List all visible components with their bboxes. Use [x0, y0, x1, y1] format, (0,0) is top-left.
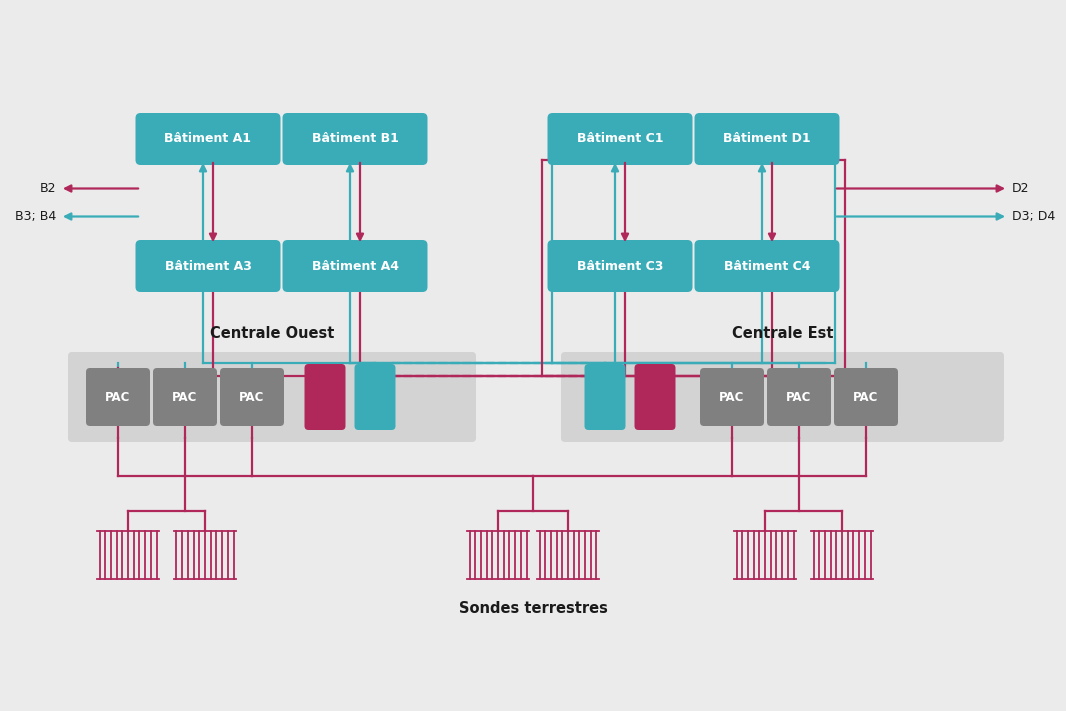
Text: PAC: PAC — [173, 390, 197, 404]
FancyBboxPatch shape — [695, 240, 840, 292]
FancyBboxPatch shape — [768, 368, 831, 426]
FancyBboxPatch shape — [305, 364, 345, 430]
FancyBboxPatch shape — [135, 240, 280, 292]
Text: PAC: PAC — [720, 390, 745, 404]
FancyBboxPatch shape — [282, 240, 427, 292]
FancyBboxPatch shape — [135, 113, 280, 165]
Text: PAC: PAC — [106, 390, 131, 404]
Text: Bâtiment D1: Bâtiment D1 — [723, 132, 811, 146]
FancyBboxPatch shape — [282, 113, 427, 165]
Text: PAC: PAC — [787, 390, 811, 404]
FancyBboxPatch shape — [86, 368, 150, 426]
FancyBboxPatch shape — [154, 368, 217, 426]
FancyBboxPatch shape — [355, 364, 395, 430]
Text: Centrale Ouest: Centrale Ouest — [210, 326, 334, 341]
Text: B3; B4: B3; B4 — [15, 210, 56, 223]
Text: Sondes terrestres: Sondes terrestres — [458, 601, 608, 616]
Text: Bâtiment C4: Bâtiment C4 — [724, 260, 810, 272]
Text: B2: B2 — [39, 182, 56, 195]
Text: Bâtiment A3: Bâtiment A3 — [164, 260, 252, 272]
Text: Centrale Est: Centrale Est — [731, 326, 834, 341]
Text: D3; D4: D3; D4 — [1012, 210, 1055, 223]
Text: PAC: PAC — [239, 390, 264, 404]
FancyBboxPatch shape — [700, 368, 764, 426]
Text: PAC: PAC — [853, 390, 878, 404]
FancyBboxPatch shape — [548, 113, 693, 165]
FancyBboxPatch shape — [548, 240, 693, 292]
FancyBboxPatch shape — [695, 113, 840, 165]
Text: Bâtiment A1: Bâtiment A1 — [164, 132, 252, 146]
Text: Bâtiment C3: Bâtiment C3 — [577, 260, 663, 272]
FancyBboxPatch shape — [561, 352, 1004, 442]
Text: Bâtiment A4: Bâtiment A4 — [311, 260, 399, 272]
FancyBboxPatch shape — [220, 368, 284, 426]
Text: Bâtiment B1: Bâtiment B1 — [311, 132, 399, 146]
FancyBboxPatch shape — [834, 368, 898, 426]
Text: Bâtiment C1: Bâtiment C1 — [577, 132, 663, 146]
FancyBboxPatch shape — [68, 352, 477, 442]
FancyBboxPatch shape — [584, 364, 626, 430]
Text: D2: D2 — [1012, 182, 1030, 195]
FancyBboxPatch shape — [634, 364, 676, 430]
